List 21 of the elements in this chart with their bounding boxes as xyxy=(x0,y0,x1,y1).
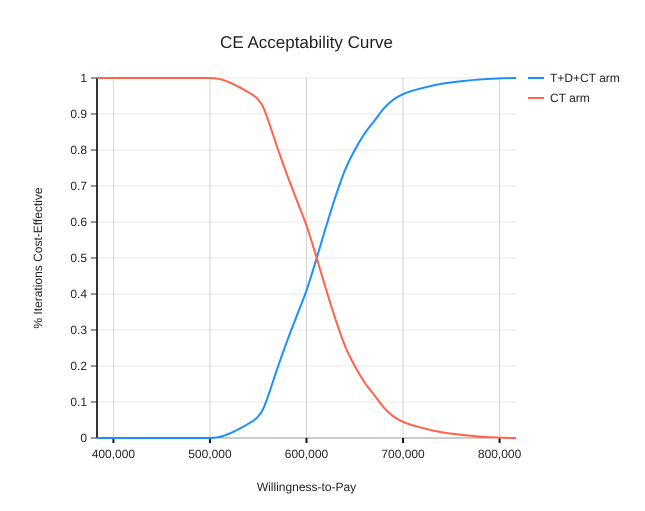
y-tick-label: 0.3 xyxy=(70,323,88,338)
y-tick-label: 0.7 xyxy=(70,179,88,194)
x-tick-label: 700,000 xyxy=(381,447,426,461)
y-tick-label: 0.8 xyxy=(70,143,88,158)
y-tick-label: 0.4 xyxy=(70,287,88,302)
y-tick-label: 0.5 xyxy=(70,251,88,266)
legend-label: CT arm xyxy=(550,91,590,106)
x-tick-label: 500,000 xyxy=(188,447,232,461)
y-tick-label: 0.2 xyxy=(70,359,88,374)
y-tick-label: 0 xyxy=(80,431,88,446)
y-tick-label: 0.9 xyxy=(70,107,88,122)
y-tick-label: 0.6 xyxy=(70,215,88,230)
chart-title: CE Acceptability Curve xyxy=(220,33,393,52)
x-axis-title: Willingness-to-Pay xyxy=(256,480,356,494)
y-tick-label: 1 xyxy=(80,71,88,86)
x-tick-label: 800,000 xyxy=(478,447,522,461)
y-axis-title: % Iterations Cost-Effective xyxy=(31,187,45,329)
legend-label: T+D+CT arm xyxy=(550,71,620,86)
x-tick-label: 400,000 xyxy=(92,447,136,461)
y-tick-label: 0.1 xyxy=(70,395,88,410)
x-tick-label: 600,000 xyxy=(284,447,329,461)
